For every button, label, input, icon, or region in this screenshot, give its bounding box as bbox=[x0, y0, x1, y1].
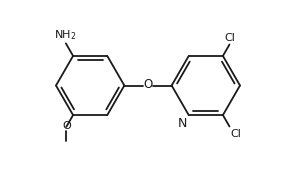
Text: Cl: Cl bbox=[225, 34, 235, 43]
Text: Cl: Cl bbox=[231, 129, 242, 139]
Text: O: O bbox=[62, 121, 71, 131]
Text: O: O bbox=[143, 78, 153, 91]
Text: N: N bbox=[177, 117, 187, 130]
Text: NH$_2$: NH$_2$ bbox=[54, 28, 77, 42]
